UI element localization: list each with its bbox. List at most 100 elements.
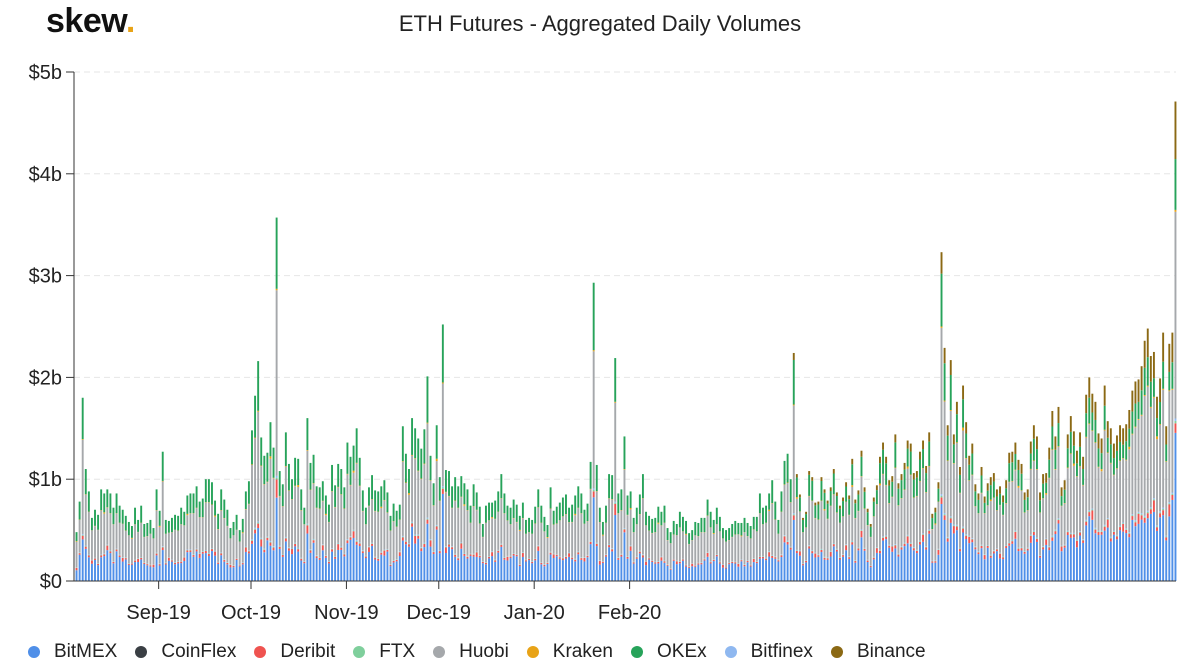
bar-segment-deribit	[149, 565, 152, 567]
bar-segment-okex	[140, 505, 143, 523]
legend-label: BitMEX	[54, 641, 118, 662]
bar-segment-okex	[832, 473, 835, 495]
bar-segment-binance	[835, 492, 838, 497]
bar-segment-okex	[632, 517, 635, 533]
bar-segment-bitmex	[731, 563, 734, 581]
bar-segment-deribit	[725, 567, 727, 569]
bar-segment-okex	[414, 428, 417, 459]
bar-segment-huobi	[934, 524, 937, 561]
bar-segment-huobi	[688, 544, 691, 567]
bar-segment-huobi	[755, 531, 758, 562]
bar-segment-bitmex	[115, 551, 118, 581]
bar-segment-bitmex	[728, 564, 731, 581]
bar-segment-ftx	[411, 522, 414, 524]
bar-segment-ftx	[900, 546, 903, 548]
bar-segment-bitfinex	[906, 534, 909, 536]
bar-segment-huobi	[300, 510, 303, 558]
legend-item-ftx[interactable]: FTX	[353, 641, 415, 663]
bar-segment-bitmex	[309, 552, 312, 581]
bar-segment-deribit	[623, 529, 626, 533]
bar-segment-deribit	[444, 547, 447, 554]
bar-segment-bitmex	[681, 560, 684, 581]
bar-segment-deribit	[103, 554, 106, 557]
bar-segment-huobi	[715, 524, 718, 555]
bar-segment-okex	[309, 462, 312, 490]
legend-item-kraken[interactable]: Kraken	[526, 641, 613, 663]
bar-segment-huobi	[1112, 475, 1115, 531]
bar-segment-huobi	[398, 519, 401, 552]
bar-segment-bitfinex	[952, 524, 955, 526]
bar-segment-bitmex	[811, 553, 814, 581]
bar-segment-bitmex	[558, 558, 561, 581]
bar-segment-okex	[94, 509, 96, 526]
legend-item-deribit[interactable]: Deribit	[254, 641, 335, 663]
bar-segment-deribit	[352, 531, 355, 538]
bar-segment-okex	[992, 481, 995, 498]
bar-segment-ftx	[1035, 538, 1038, 540]
bar-segment-huobi	[488, 520, 490, 557]
bar-segment-huobi	[1054, 469, 1057, 530]
bar-segment-deribit	[974, 547, 977, 550]
bar-segment-deribit	[217, 562, 220, 564]
bar-segment-ftx	[417, 535, 420, 536]
bar-segment-deribit	[574, 559, 577, 562]
bar-segment-bitmex	[866, 562, 869, 581]
legend-item-okex[interactable]: OKEx	[631, 641, 707, 663]
bar-segment-okex	[765, 505, 768, 523]
bar-segment-okex	[201, 498, 204, 518]
x-tick-label: Dec-19	[407, 602, 471, 624]
bar-segment-huobi	[491, 518, 494, 552]
bar-segment-deribit	[420, 548, 423, 552]
bar-segment-deribit	[368, 547, 370, 552]
bar-segment-bitmex	[829, 556, 832, 581]
bar-segment-bitfinex	[454, 553, 457, 555]
bar-segment-bitfinex	[1017, 547, 1020, 549]
bar-segment-deribit	[1091, 510, 1094, 520]
bar-segment-okex	[103, 493, 106, 513]
bar-segment-deribit	[1143, 517, 1146, 523]
bar-segment-deribit	[383, 550, 386, 556]
bar-segment-ftx	[269, 541, 272, 543]
legend-item-huobi[interactable]: Huobi	[433, 641, 509, 663]
bar-segment-huobi	[275, 290, 278, 476]
bar-segment-bitfinex	[795, 549, 798, 551]
bar-segment-huobi	[130, 538, 133, 564]
bar-segment-deribit	[1014, 531, 1017, 539]
bar-segment-bitmex	[494, 561, 497, 581]
bar-segment-ftx	[952, 525, 955, 527]
bar-segment-kraken	[186, 513, 189, 516]
bar-segment-huobi	[254, 438, 257, 528]
bar-segment-bitmex	[404, 544, 407, 581]
bar-segment-bitmex	[214, 555, 217, 581]
bar-segment-bitmex	[1076, 547, 1078, 581]
bar-segment-huobi	[1125, 460, 1128, 529]
legend-item-bitmex[interactable]: BitMEX	[28, 641, 117, 663]
legend-item-binance[interactable]: Binance	[830, 641, 926, 663]
bar-segment-huobi	[84, 494, 87, 546]
bar-segment-huobi	[137, 532, 140, 559]
bar-segment-kraken	[1128, 446, 1131, 450]
bar-segment-bitfinex	[1128, 532, 1131, 533]
bar-segment-okex	[217, 513, 220, 529]
legend-item-coinflex[interactable]: CoinFlex	[135, 641, 236, 663]
bar-segment-bitmex	[928, 533, 931, 581]
bar-segment-bitmex	[364, 558, 367, 581]
bar-segment-kraken	[1097, 466, 1100, 468]
legend-item-bitfinex[interactable]: Bitfinex	[724, 641, 813, 663]
bar-segment-huobi	[546, 537, 549, 563]
bar-segment-okex	[777, 519, 780, 534]
bar-segment-bitmex	[537, 550, 540, 581]
bar-segment-huobi	[854, 518, 857, 561]
bar-segment-deribit	[552, 554, 555, 559]
bar-segment-deribit	[198, 553, 201, 558]
bar-segment-huobi	[842, 516, 844, 555]
bar-segment-ftx	[420, 547, 423, 549]
bar-segment-bitmex	[817, 556, 820, 581]
bar-segment-binance	[1054, 436, 1057, 450]
bar-segment-kraken	[1051, 449, 1054, 451]
bar-segment-binance	[1002, 495, 1005, 503]
bar-segment-okex	[361, 490, 364, 511]
bar-segment-deribit	[1079, 532, 1081, 536]
bar-segment-huobi	[371, 499, 373, 543]
bar-segment-binance	[1106, 421, 1109, 438]
